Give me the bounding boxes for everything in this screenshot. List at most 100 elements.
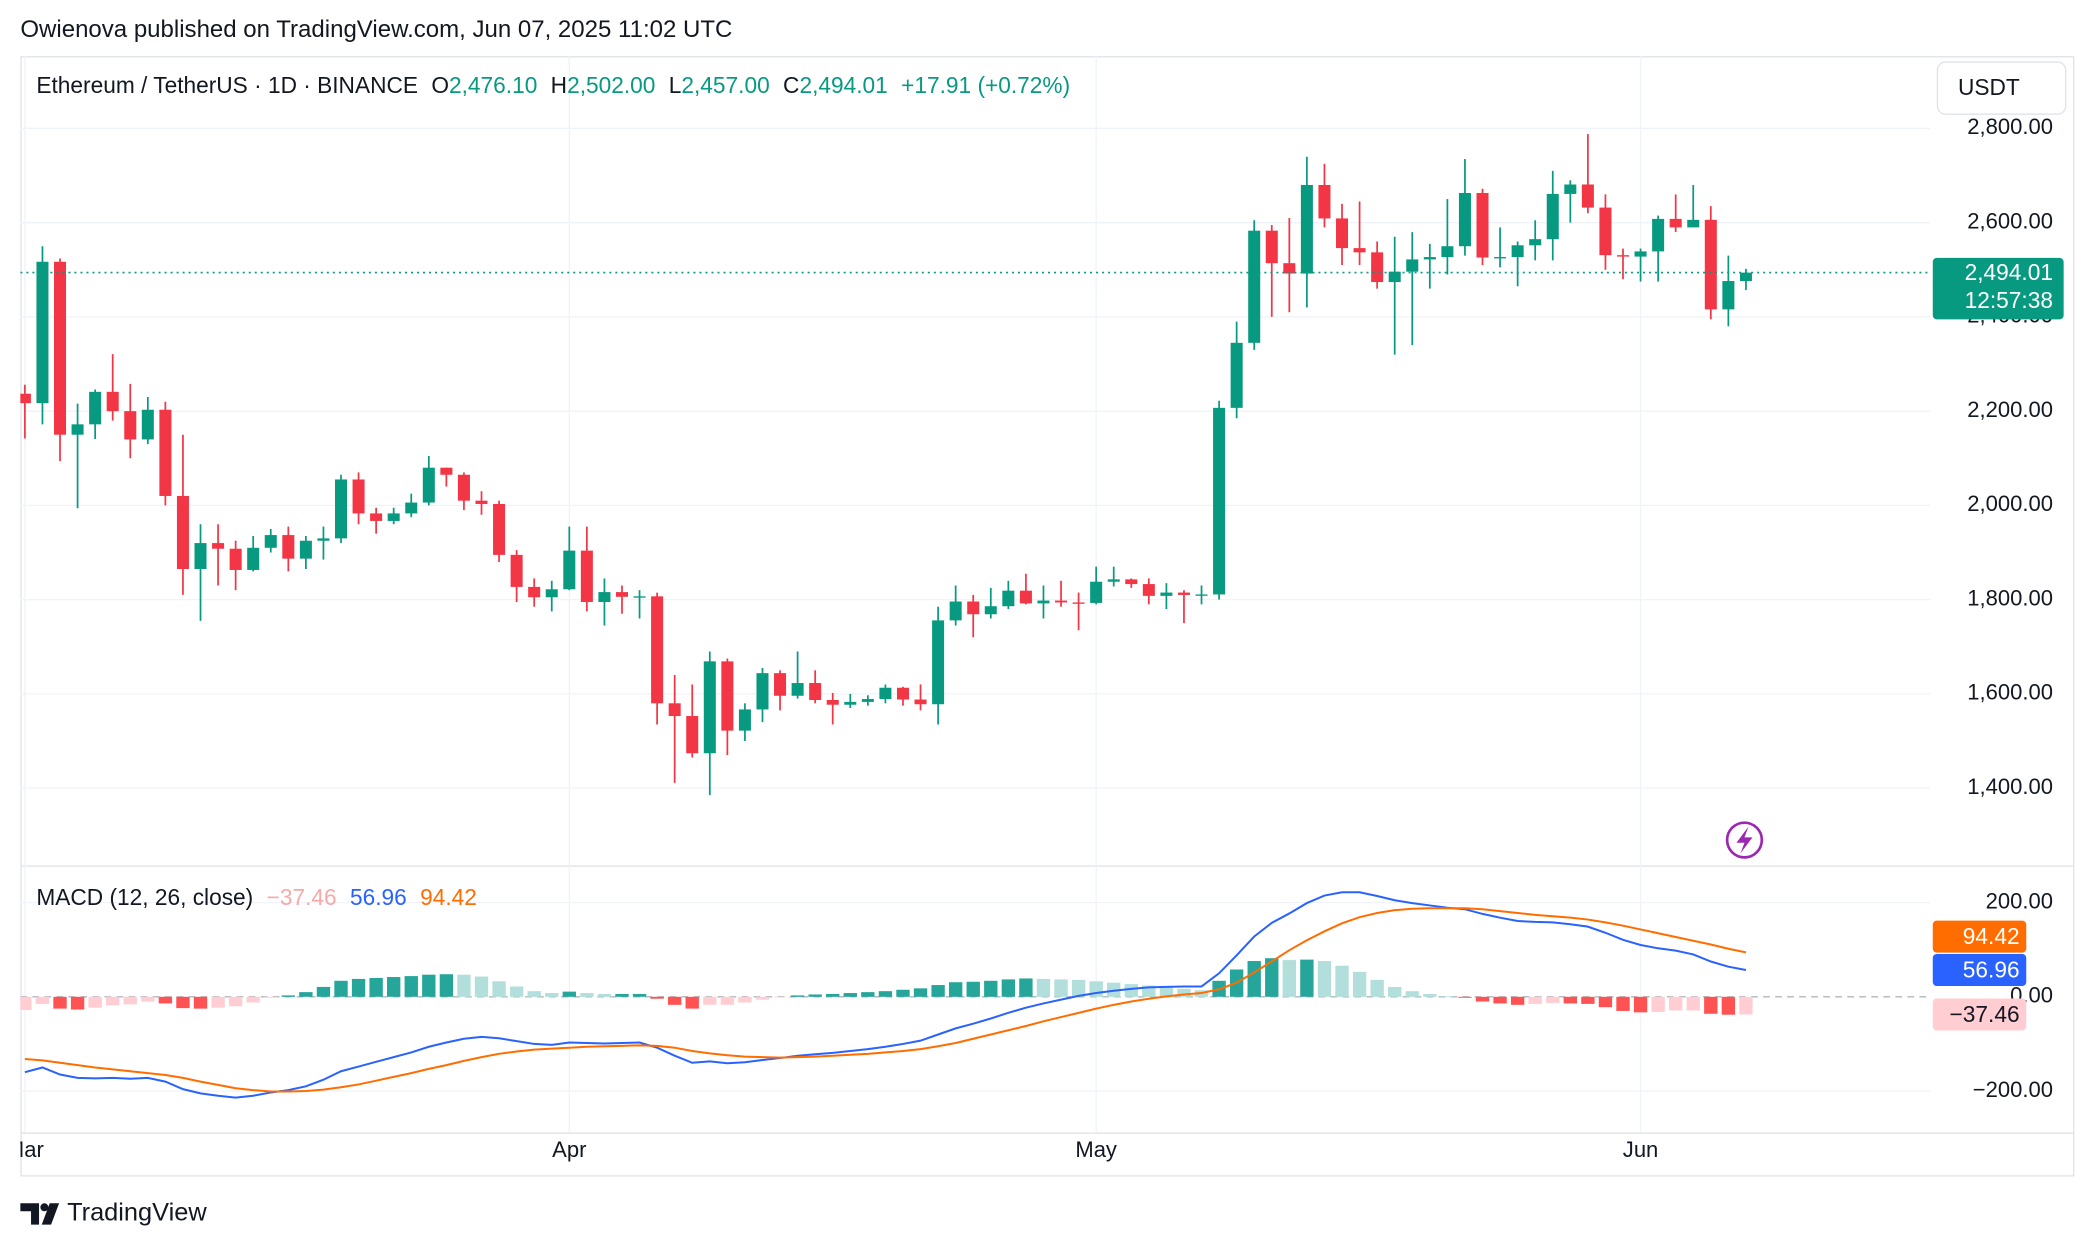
candle-body bbox=[20, 393, 31, 404]
candle-body bbox=[1353, 248, 1366, 253]
chart-frame bbox=[20, 56, 2075, 1177]
candle-body bbox=[422, 467, 435, 503]
histogram-bar bbox=[1335, 965, 1349, 997]
candle-body bbox=[1494, 257, 1507, 259]
histogram-bar bbox=[1300, 959, 1314, 997]
candle-body bbox=[598, 592, 611, 602]
candle-body bbox=[1055, 600, 1068, 603]
candle-body bbox=[264, 535, 277, 548]
candle-body bbox=[475, 500, 488, 504]
candle-body bbox=[1142, 584, 1155, 596]
histogram-bar bbox=[790, 995, 805, 997]
histogram-bar bbox=[1704, 996, 1718, 1014]
candle-body bbox=[1037, 600, 1050, 604]
candle-body bbox=[563, 550, 576, 590]
currency-label[interactable]: USDT bbox=[1958, 74, 2020, 100]
histogram-bar bbox=[1036, 978, 1051, 997]
histogram-bar bbox=[896, 989, 910, 997]
histogram-bar bbox=[1686, 996, 1700, 1011]
histogram-bar bbox=[457, 974, 471, 997]
y-tick-label: 2,600.00 bbox=[1967, 208, 2053, 233]
candle-body bbox=[71, 424, 84, 435]
candle-body bbox=[615, 592, 628, 597]
histogram-bar bbox=[1510, 996, 1525, 1005]
histogram-bar bbox=[228, 996, 243, 1007]
histogram-bar bbox=[1388, 986, 1402, 997]
candle-body bbox=[1388, 271, 1401, 283]
candle-body bbox=[1195, 594, 1208, 596]
candle-body bbox=[774, 673, 787, 696]
histogram-bar bbox=[1265, 958, 1279, 997]
histogram-bar bbox=[193, 996, 208, 1009]
histogram-bar bbox=[141, 996, 155, 1002]
histogram-bar bbox=[1001, 979, 1016, 997]
value-box bbox=[1932, 920, 2027, 953]
line-legend-value: 94.42 bbox=[420, 884, 477, 910]
candle-body bbox=[1248, 230, 1261, 343]
candle-body bbox=[528, 586, 541, 598]
lightning-icon[interactable] bbox=[1725, 821, 1764, 859]
histogram-bar bbox=[966, 981, 980, 997]
histogram-bar bbox=[984, 980, 998, 997]
x-tick-label: Jun bbox=[1623, 1137, 1659, 1162]
plot bbox=[20, 134, 1931, 1099]
macd-legend: MACD (12, 26, close) −37.46 56.96 94.42 bbox=[36, 884, 477, 910]
candle-body bbox=[844, 701, 857, 705]
y-tick-label: 1,800.00 bbox=[1967, 585, 2053, 610]
logo-dot bbox=[40, 1203, 49, 1212]
candle-body bbox=[1529, 239, 1542, 246]
logo-t bbox=[20, 1203, 40, 1225]
ohlc-value: 2,502.00 bbox=[567, 72, 655, 98]
candle-body bbox=[1090, 581, 1103, 603]
macd-line bbox=[24, 907, 1747, 1093]
histogram-bar bbox=[158, 996, 173, 1004]
candle-body bbox=[124, 411, 137, 440]
histogram-bar bbox=[1177, 988, 1191, 997]
candle-body bbox=[967, 601, 980, 615]
histogram-bar bbox=[20, 996, 32, 1011]
histogram-bar bbox=[509, 986, 524, 997]
candle-body bbox=[1616, 255, 1630, 257]
histogram-bar bbox=[650, 996, 664, 999]
time-axis: Mar Apr May Jun bbox=[20, 1137, 1659, 1162]
candle-body bbox=[457, 474, 470, 501]
y-tick-label: 2,800.00 bbox=[1967, 114, 2053, 139]
histogram-bar bbox=[1282, 960, 1297, 997]
candle-body bbox=[1002, 590, 1015, 607]
candle-body bbox=[791, 683, 804, 696]
candle-body bbox=[1300, 184, 1313, 274]
candle-body bbox=[1283, 263, 1296, 274]
histogram-bar bbox=[351, 978, 366, 997]
attribution: Owienova published on TradingView.com, J… bbox=[20, 16, 732, 43]
candle-body bbox=[212, 543, 225, 549]
legends: Ethereum / TetherUS · 1D · BINANCE O2,476… bbox=[36, 72, 1070, 910]
candle-body bbox=[440, 467, 453, 475]
currency-button-box[interactable] bbox=[1936, 61, 2067, 115]
lightning-bolt[interactable] bbox=[1736, 826, 1753, 854]
histogram-bar bbox=[369, 977, 383, 997]
histogram-bar bbox=[176, 996, 190, 1009]
candle-body bbox=[1652, 218, 1665, 252]
currency-button[interactable]: USDT bbox=[1936, 61, 2067, 115]
histogram-bar bbox=[931, 985, 945, 997]
histogram-bar bbox=[246, 996, 260, 1003]
histogram-bar bbox=[404, 976, 418, 997]
histogram-bar bbox=[1475, 996, 1490, 1002]
histogram-bar bbox=[1159, 987, 1174, 997]
candle-body bbox=[1406, 259, 1419, 272]
histogram-bar bbox=[1054, 979, 1068, 997]
histogram-bar bbox=[264, 996, 278, 998]
candle-body bbox=[914, 699, 927, 705]
histogram-bar bbox=[545, 993, 559, 997]
symbol-legend: Ethereum / TetherUS · 1D · BINANCE O2,476… bbox=[36, 72, 1070, 98]
histogram-bar bbox=[492, 981, 506, 997]
histogram-bar bbox=[861, 992, 875, 997]
candle-body bbox=[1423, 257, 1436, 260]
histogram-bar bbox=[1669, 996, 1683, 1011]
candle-body bbox=[861, 699, 874, 702]
candle-body bbox=[54, 261, 67, 435]
histogram-bar bbox=[1598, 996, 1613, 1008]
candle-body bbox=[510, 554, 523, 587]
